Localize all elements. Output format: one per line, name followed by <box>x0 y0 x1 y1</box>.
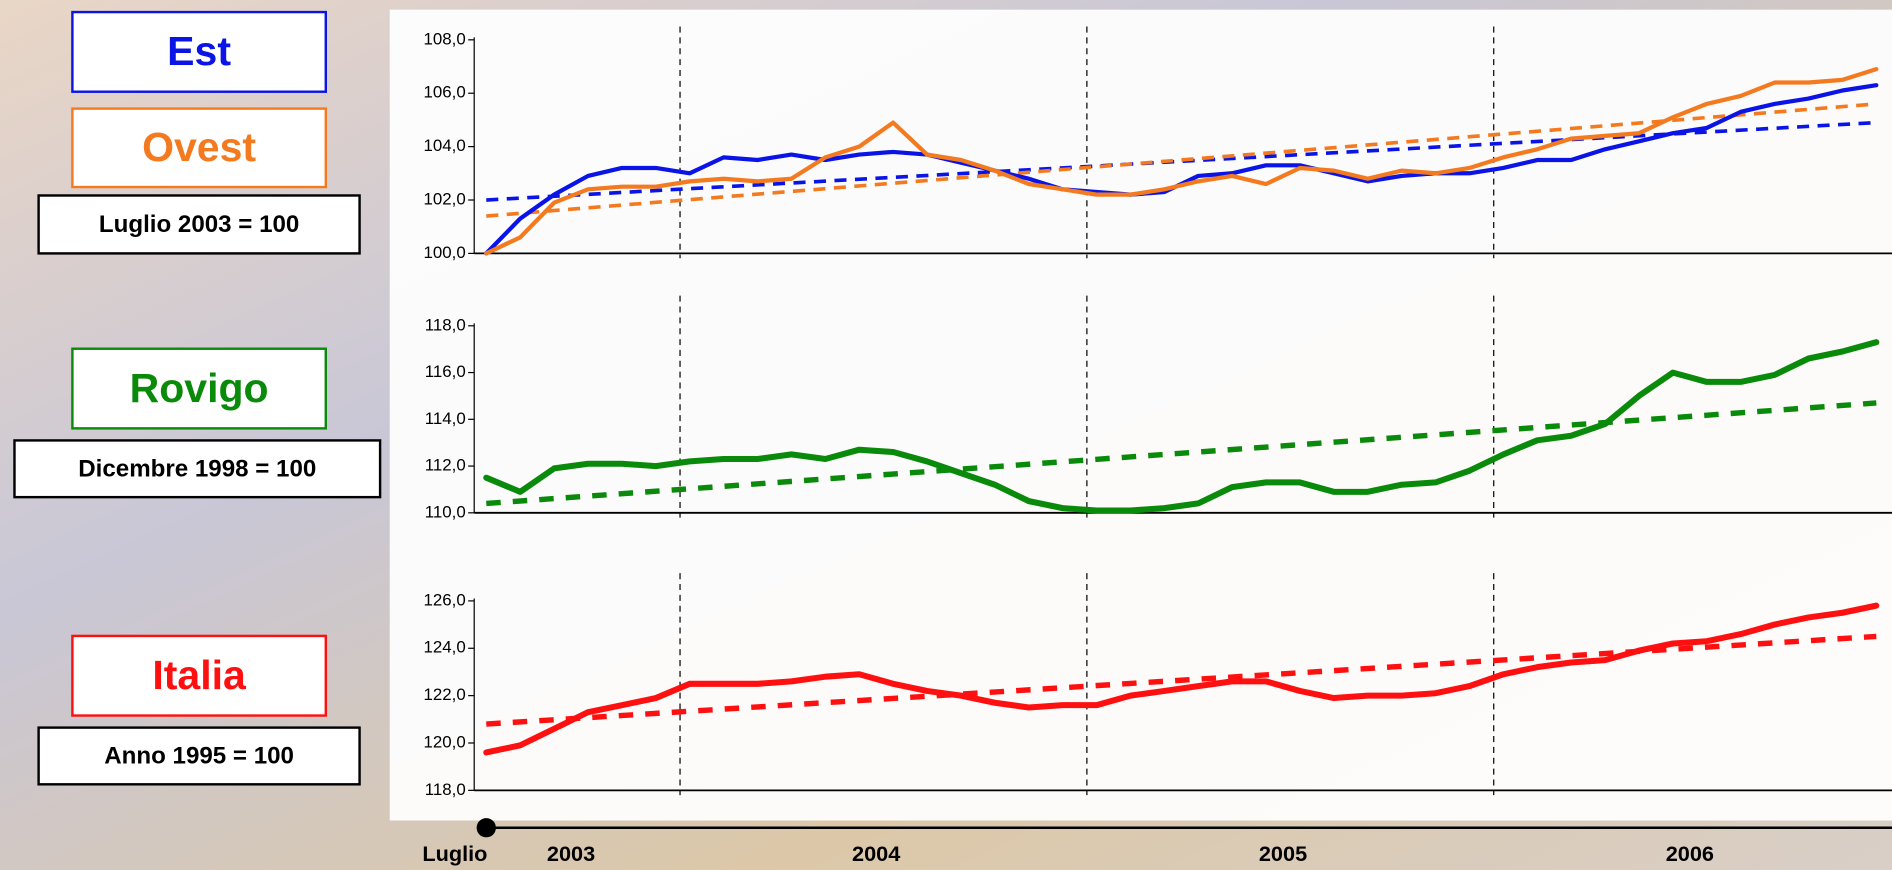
y-tick-label: 120,0 <box>424 732 466 751</box>
y-tick-label: 116,0 <box>425 362 466 381</box>
base-label: Luglio 2003 = 100 <box>99 211 299 238</box>
series-line <box>484 67 1879 256</box>
legend-box <box>71 10 327 93</box>
base-box <box>37 194 361 255</box>
y-tick-label: 118,0 <box>425 315 466 334</box>
base-label: Dicembre 1998 = 100 <box>78 455 316 482</box>
y-tick-label: 118,0 <box>425 780 466 799</box>
series-line <box>483 339 1880 514</box>
legend-label: Est <box>167 28 231 74</box>
y-tick-label: 106,0 <box>424 83 466 102</box>
trend-line <box>486 102 1877 218</box>
x-label: 2006 <box>1666 841 1714 866</box>
y-tick-label: 104,0 <box>424 136 466 155</box>
x-label: 2004 <box>852 841 900 866</box>
y-tick-label: 100,0 <box>424 243 466 262</box>
x-label: 2003 <box>547 841 595 866</box>
legend-box <box>71 107 327 189</box>
y-tick-label: 114,0 <box>425 409 466 428</box>
trend-line <box>486 120 1877 202</box>
y-tick-label: 126,0 <box>424 590 466 609</box>
y-tick-label: 102,0 <box>424 189 466 208</box>
series-line <box>483 602 1880 756</box>
time-start-dot <box>476 818 496 838</box>
base-box <box>13 439 382 499</box>
base-label: Anno 1995 = 100 <box>104 743 294 770</box>
y-tick-label: 122,0 <box>424 685 466 704</box>
y-tick-label: 108,0 <box>424 29 466 48</box>
y-tick-label: 110,0 <box>425 502 466 521</box>
base-box <box>37 726 361 786</box>
y-tick-label: 124,0 <box>424 638 466 657</box>
trend-line <box>486 633 1877 727</box>
legend-label: Italia <box>152 652 247 698</box>
legend-box <box>71 347 327 430</box>
legend-label: Ovest <box>142 124 256 170</box>
legend-label: Rovigo <box>130 365 269 411</box>
x-label: Luglio <box>422 841 487 866</box>
legend-box <box>71 634 327 717</box>
trend-line <box>486 400 1877 507</box>
plot-background <box>389 9 1892 821</box>
x-label: 2005 <box>1259 841 1307 866</box>
y-tick-label: 112,0 <box>425 456 466 475</box>
